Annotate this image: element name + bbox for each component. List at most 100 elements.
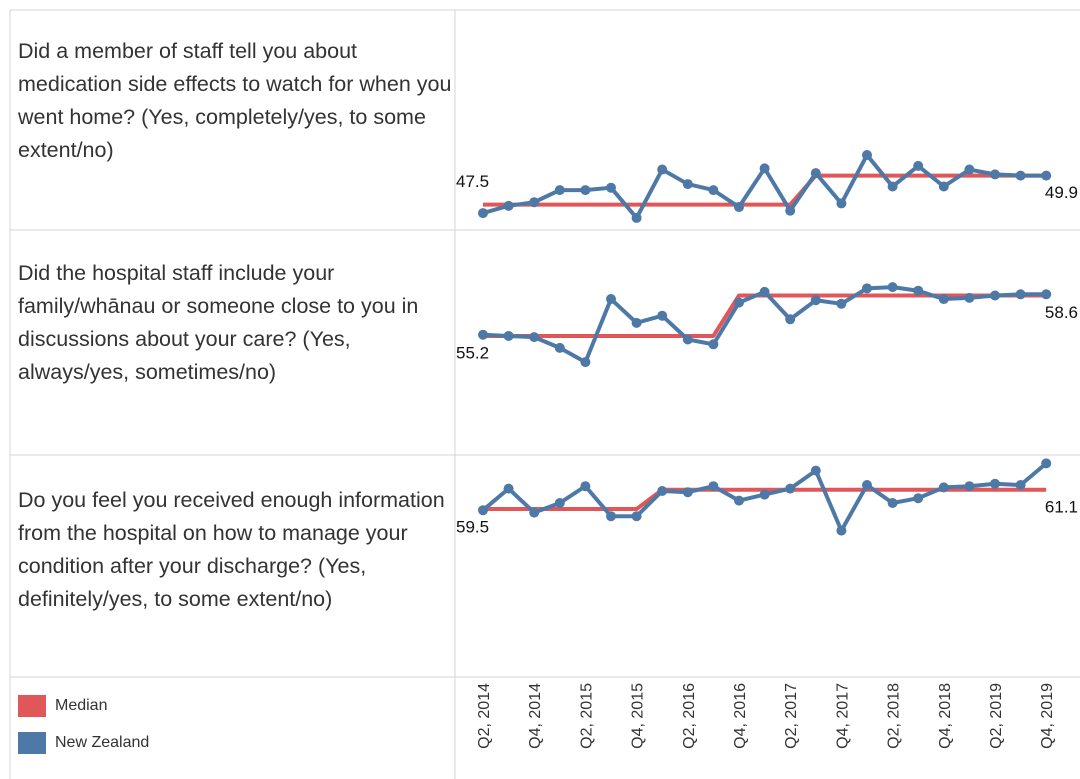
x-tick-label: Q4, 2017	[834, 683, 851, 749]
data-point	[657, 486, 668, 496]
data-point	[990, 478, 1000, 489]
x-tick-label: Q2, 2018	[886, 683, 903, 749]
data-point	[836, 298, 847, 309]
data-point	[606, 294, 616, 305]
data-point	[734, 202, 744, 213]
data-point	[759, 489, 770, 500]
data-point	[836, 198, 847, 209]
data-point	[913, 160, 924, 171]
data-point	[503, 330, 514, 341]
data-point	[478, 505, 488, 516]
data-point	[938, 181, 949, 192]
data-point	[478, 208, 488, 219]
data-point	[580, 357, 591, 368]
data-point	[990, 290, 1000, 301]
legend-swatch	[18, 695, 46, 717]
x-tick-label: Q2, 2019	[988, 683, 1005, 749]
data-point	[938, 482, 949, 493]
data-point	[938, 294, 949, 305]
data-point	[964, 164, 975, 175]
x-tick-label: Q2, 2017	[783, 683, 800, 749]
data-point	[862, 150, 872, 161]
data-point	[862, 283, 872, 294]
data-point	[1015, 170, 1026, 181]
data-point	[657, 164, 668, 175]
data-point	[913, 285, 924, 296]
value-label: 49.9	[1045, 183, 1078, 202]
data-point	[785, 314, 796, 325]
data-point	[734, 495, 744, 506]
data-point	[810, 465, 821, 476]
data-point	[964, 292, 975, 303]
data-point	[580, 481, 591, 492]
data-point	[682, 334, 693, 345]
data-point	[606, 511, 616, 522]
data-point	[708, 481, 719, 492]
value-label: 59.5	[456, 517, 489, 536]
data-point	[1015, 289, 1026, 300]
data-point	[810, 295, 821, 306]
data-point	[836, 525, 847, 536]
data-point	[862, 480, 872, 490]
data-point	[657, 310, 668, 321]
x-tick-label: Q2, 2015	[578, 683, 595, 749]
borders	[9, 9, 1080, 779]
x-tick-label: Q2, 2016	[681, 683, 698, 749]
value-label: 61.1	[1045, 497, 1078, 516]
data-point	[1041, 170, 1052, 181]
x-tick-label: Q4, 2019	[1039, 683, 1056, 749]
x-tick-label: Q4, 2016	[732, 683, 749, 749]
median-line	[483, 293, 1047, 338]
question-label: Did a member of staff tell you about med…	[18, 39, 452, 162]
value-label: 58.6	[1045, 303, 1078, 322]
data-point	[734, 297, 744, 308]
data-point	[503, 200, 514, 211]
question-label: Did the hospital staff include your fami…	[18, 261, 419, 384]
data-point	[708, 339, 719, 350]
x-tick-label: Q4, 2018	[937, 683, 954, 749]
value-label: 55.2	[456, 343, 489, 362]
data-point	[554, 185, 565, 196]
x-tick-label: Q4, 2014	[527, 683, 544, 749]
x-tick-label: Q4, 2015	[630, 683, 647, 749]
data-point	[759, 163, 770, 174]
x-tick-label: Q2, 2014	[476, 683, 493, 749]
data-point	[580, 185, 591, 196]
data-point	[529, 197, 540, 208]
data-point	[554, 498, 565, 508]
data-point	[708, 185, 719, 196]
data-point	[913, 493, 924, 504]
data-point	[887, 498, 898, 508]
data-point	[606, 182, 616, 193]
data-point	[682, 179, 693, 190]
value-label: 47.5	[456, 172, 489, 191]
data-point	[503, 483, 514, 494]
data-point	[529, 332, 540, 343]
data-point	[631, 317, 642, 328]
data-point	[478, 329, 488, 340]
data-point	[964, 481, 975, 492]
data-point	[887, 282, 898, 293]
data-point	[990, 169, 1000, 180]
data-point	[785, 483, 796, 494]
question-label: Do you feel you received enough informat…	[18, 488, 445, 611]
data-point	[1015, 480, 1026, 490]
data-point	[785, 205, 796, 216]
legend-swatch	[18, 732, 46, 754]
data-point	[810, 168, 821, 179]
data-point	[529, 507, 540, 518]
data-point	[554, 342, 565, 353]
legend-label: New Zealand	[55, 734, 149, 751]
data-point	[759, 286, 770, 297]
data-point	[1041, 458, 1052, 469]
data-point	[631, 511, 642, 522]
legend-label: Median	[55, 697, 107, 714]
series-line	[482, 285, 1047, 365]
median-line	[483, 173, 1047, 207]
data-point	[887, 181, 898, 192]
data-point	[1041, 289, 1052, 300]
data-point	[682, 487, 693, 498]
data-point	[631, 212, 642, 223]
